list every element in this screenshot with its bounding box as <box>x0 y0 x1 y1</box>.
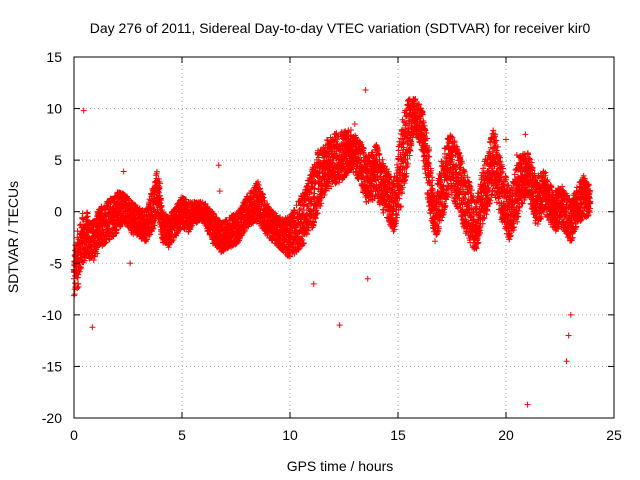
data-point <box>117 223 124 230</box>
data-point <box>379 156 386 163</box>
data-point <box>156 180 163 187</box>
data-point <box>71 291 78 298</box>
data-point <box>431 238 438 245</box>
data-point <box>157 197 164 204</box>
data-point <box>128 200 135 207</box>
data-point <box>131 201 138 208</box>
data-point <box>155 175 162 182</box>
grid <box>74 57 614 418</box>
data-point <box>80 259 87 266</box>
data-point <box>81 257 88 264</box>
data-point <box>150 192 157 199</box>
data-point <box>90 257 97 264</box>
data-point <box>143 236 150 243</box>
data-point <box>147 202 154 209</box>
data-point <box>77 264 84 271</box>
data-points <box>70 87 594 408</box>
data-point <box>151 222 158 229</box>
data-point <box>74 285 81 292</box>
data-point <box>94 250 101 257</box>
data-point <box>150 225 157 232</box>
data-point <box>84 213 91 220</box>
chart-title: Day 276 of 2011, Sidereal Day-to-day VTE… <box>90 20 591 36</box>
data-point <box>113 227 120 234</box>
data-point <box>75 283 82 290</box>
data-point <box>158 202 165 209</box>
data-point <box>79 215 86 222</box>
data-point <box>154 168 161 175</box>
